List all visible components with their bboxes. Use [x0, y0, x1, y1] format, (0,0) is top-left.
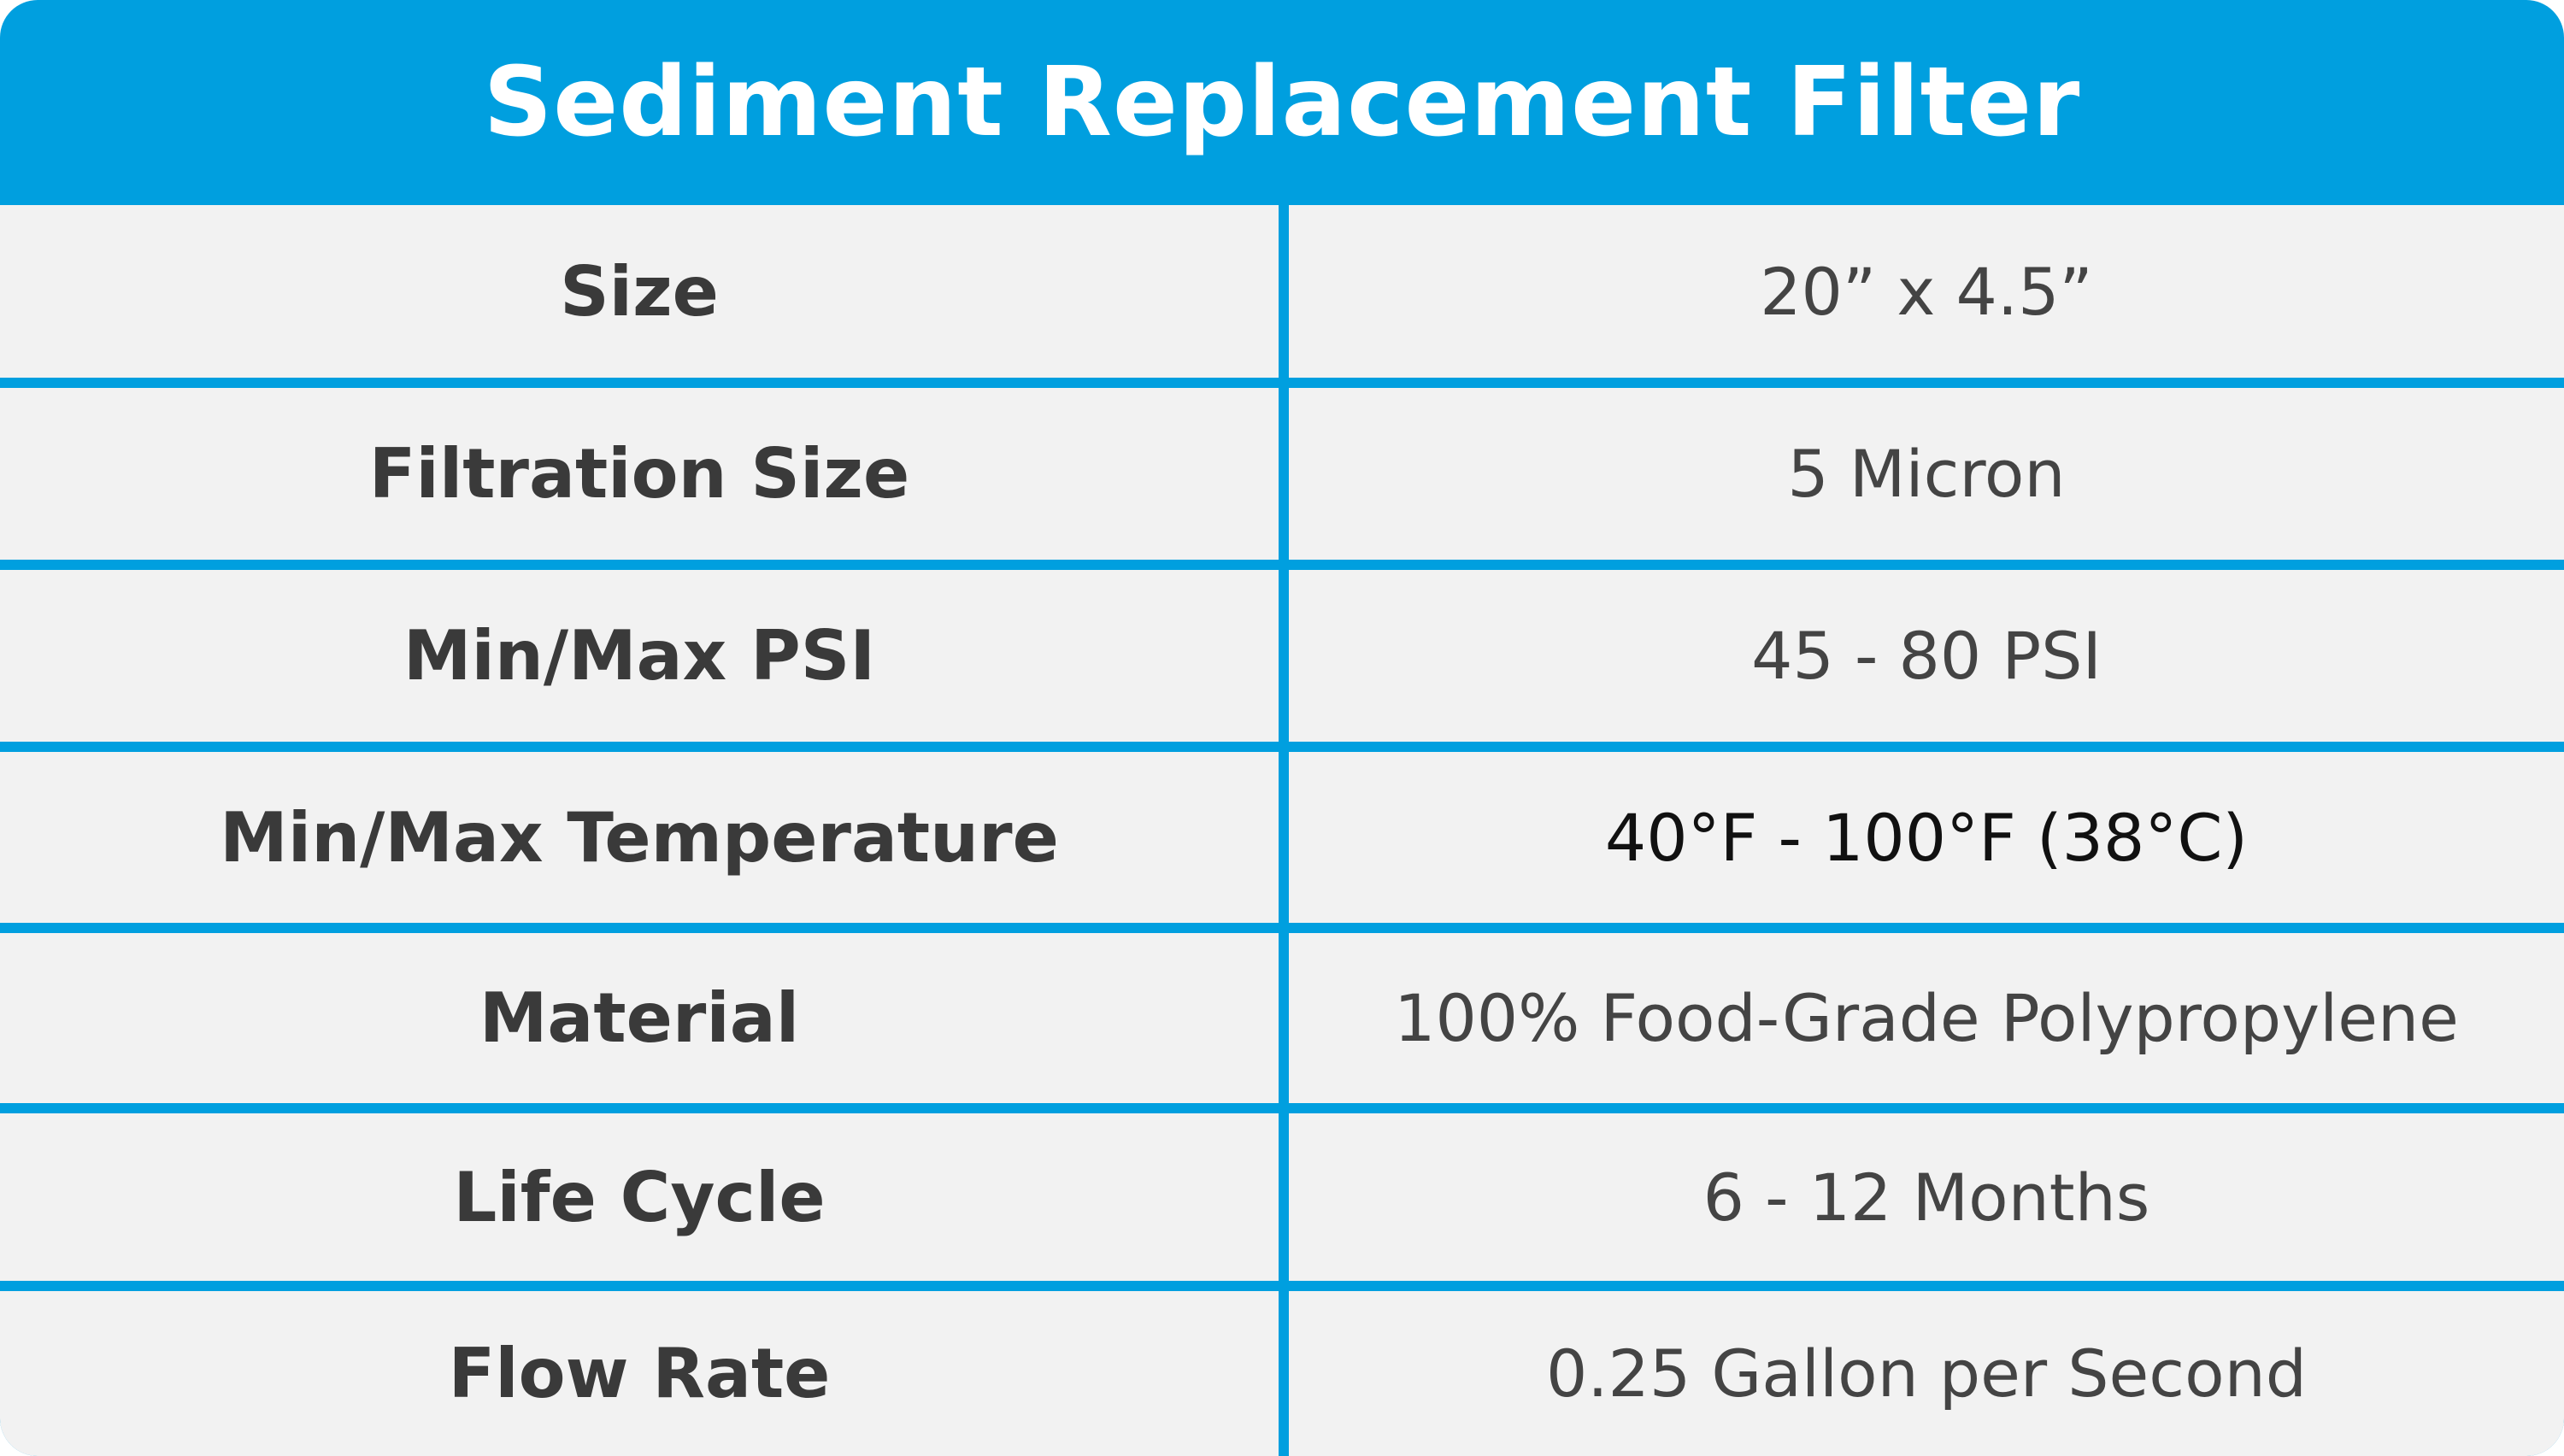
- row-label-material: Material: [0, 933, 1279, 1103]
- table-title: Sediment Replacement Filter: [483, 47, 2081, 158]
- row-value-material: 100% Food-Grade Polypropylene: [1289, 933, 2564, 1103]
- row-value-flow-rate: 0.25 Gallon per Second: [1289, 1291, 2564, 1456]
- row-label-life-cycle: Life Cycle: [0, 1113, 1279, 1281]
- row-label-flow-rate: Flow Rate: [0, 1291, 1279, 1456]
- row-value-size: 20” x 4.5”: [1289, 205, 2564, 378]
- row-label-size: Size: [0, 205, 1279, 378]
- row-label-min-max-temperature: Min/Max Temperature: [0, 752, 1279, 923]
- row-value-min-max-psi: 45 - 80 PSI: [1289, 570, 2564, 742]
- row-label-min-max-psi: Min/Max PSI: [0, 570, 1279, 742]
- row-value-min-max-temperature: 40°F - 100°F (38°C): [1289, 752, 2564, 923]
- row-value-filtration-size: 5 Micron: [1289, 388, 2564, 560]
- table-header: Sediment Replacement Filter: [0, 0, 2564, 205]
- row-label-filtration-size: Filtration Size: [0, 388, 1279, 560]
- row-value-life-cycle: 6 - 12 Months: [1289, 1113, 2564, 1281]
